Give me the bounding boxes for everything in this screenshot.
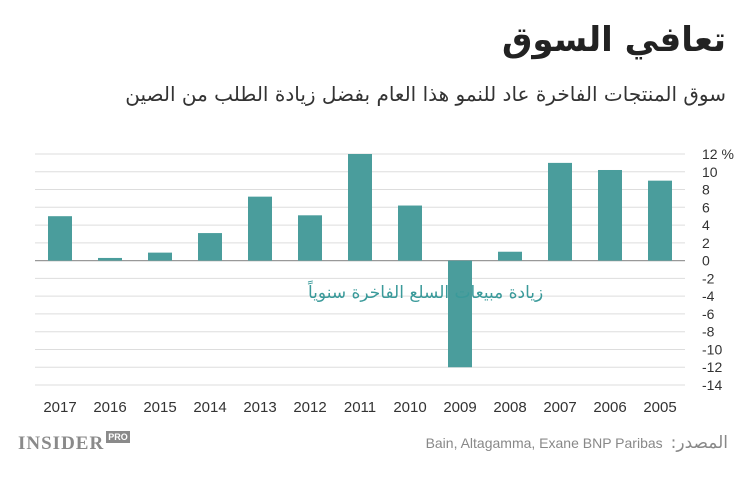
- y-tick-label: -10: [702, 341, 722, 357]
- y-tick-label: -12: [702, 359, 722, 375]
- bar: [648, 180, 672, 261]
- y-tick-label: 10: [702, 164, 718, 180]
- bar: [448, 260, 472, 368]
- x-tick-label: 2017: [43, 399, 76, 416]
- y-tick-label: 6: [702, 199, 710, 215]
- chart-annotation: زيادة مبيعات السلع الفاخرة سنوياً: [307, 279, 543, 303]
- x-tick-label: 2006: [593, 399, 626, 416]
- y-tick-label: -6: [702, 306, 715, 322]
- x-tick-label: 2014: [193, 399, 226, 416]
- y-tick-label: 8: [702, 182, 710, 198]
- page-subtitle: سوق المنتجات الفاخرة عاد للنمو هذا العام…: [125, 82, 726, 106]
- x-tick-label: 2009: [443, 399, 476, 416]
- bar: [598, 169, 622, 261]
- source-text: Bain, Altagamma, Exane BNP Paribas: [425, 435, 663, 451]
- bar: [498, 251, 522, 261]
- source-note: Bain, Altagamma, Exane BNP Paribas :المصد…: [426, 433, 728, 453]
- y-tick-label: 12 %: [702, 146, 734, 162]
- bar: [198, 233, 222, 261]
- bar: [248, 196, 272, 261]
- y-tick-label: 0: [702, 253, 710, 269]
- logo-text: INSIDER: [18, 433, 105, 454]
- y-tick-label: -14: [702, 377, 722, 393]
- bar: [548, 162, 572, 261]
- insider-pro-logo: INSIDER PRO: [18, 431, 130, 455]
- x-tick-label: 2007: [543, 399, 576, 416]
- x-tick-label: 2012: [293, 399, 326, 416]
- x-tick-label: 2013: [243, 399, 276, 416]
- x-tick-label: 2010: [393, 399, 426, 416]
- x-tick-label: 2005: [643, 399, 676, 416]
- x-tick-label: 2015: [143, 399, 176, 416]
- y-tick-label: 2: [702, 235, 710, 251]
- y-tick-label: 4: [702, 217, 710, 233]
- x-tick-label: 2011: [344, 399, 376, 416]
- bar: [398, 205, 422, 261]
- x-tick-label: 2016: [93, 399, 126, 416]
- bar: [348, 154, 372, 261]
- x-tick-label: 2008: [493, 399, 526, 416]
- bar: [148, 252, 172, 261]
- bar: [298, 215, 322, 261]
- y-tick-label: -2: [702, 270, 715, 286]
- bar: [48, 216, 72, 261]
- y-tick-label: -4: [702, 288, 715, 304]
- y-tick-label: -8: [702, 324, 715, 340]
- page-title: تعافي السوق: [502, 20, 726, 60]
- logo-badge: PRO: [106, 431, 130, 443]
- source-label: :المصدر: [670, 433, 728, 453]
- bar: [98, 257, 122, 261]
